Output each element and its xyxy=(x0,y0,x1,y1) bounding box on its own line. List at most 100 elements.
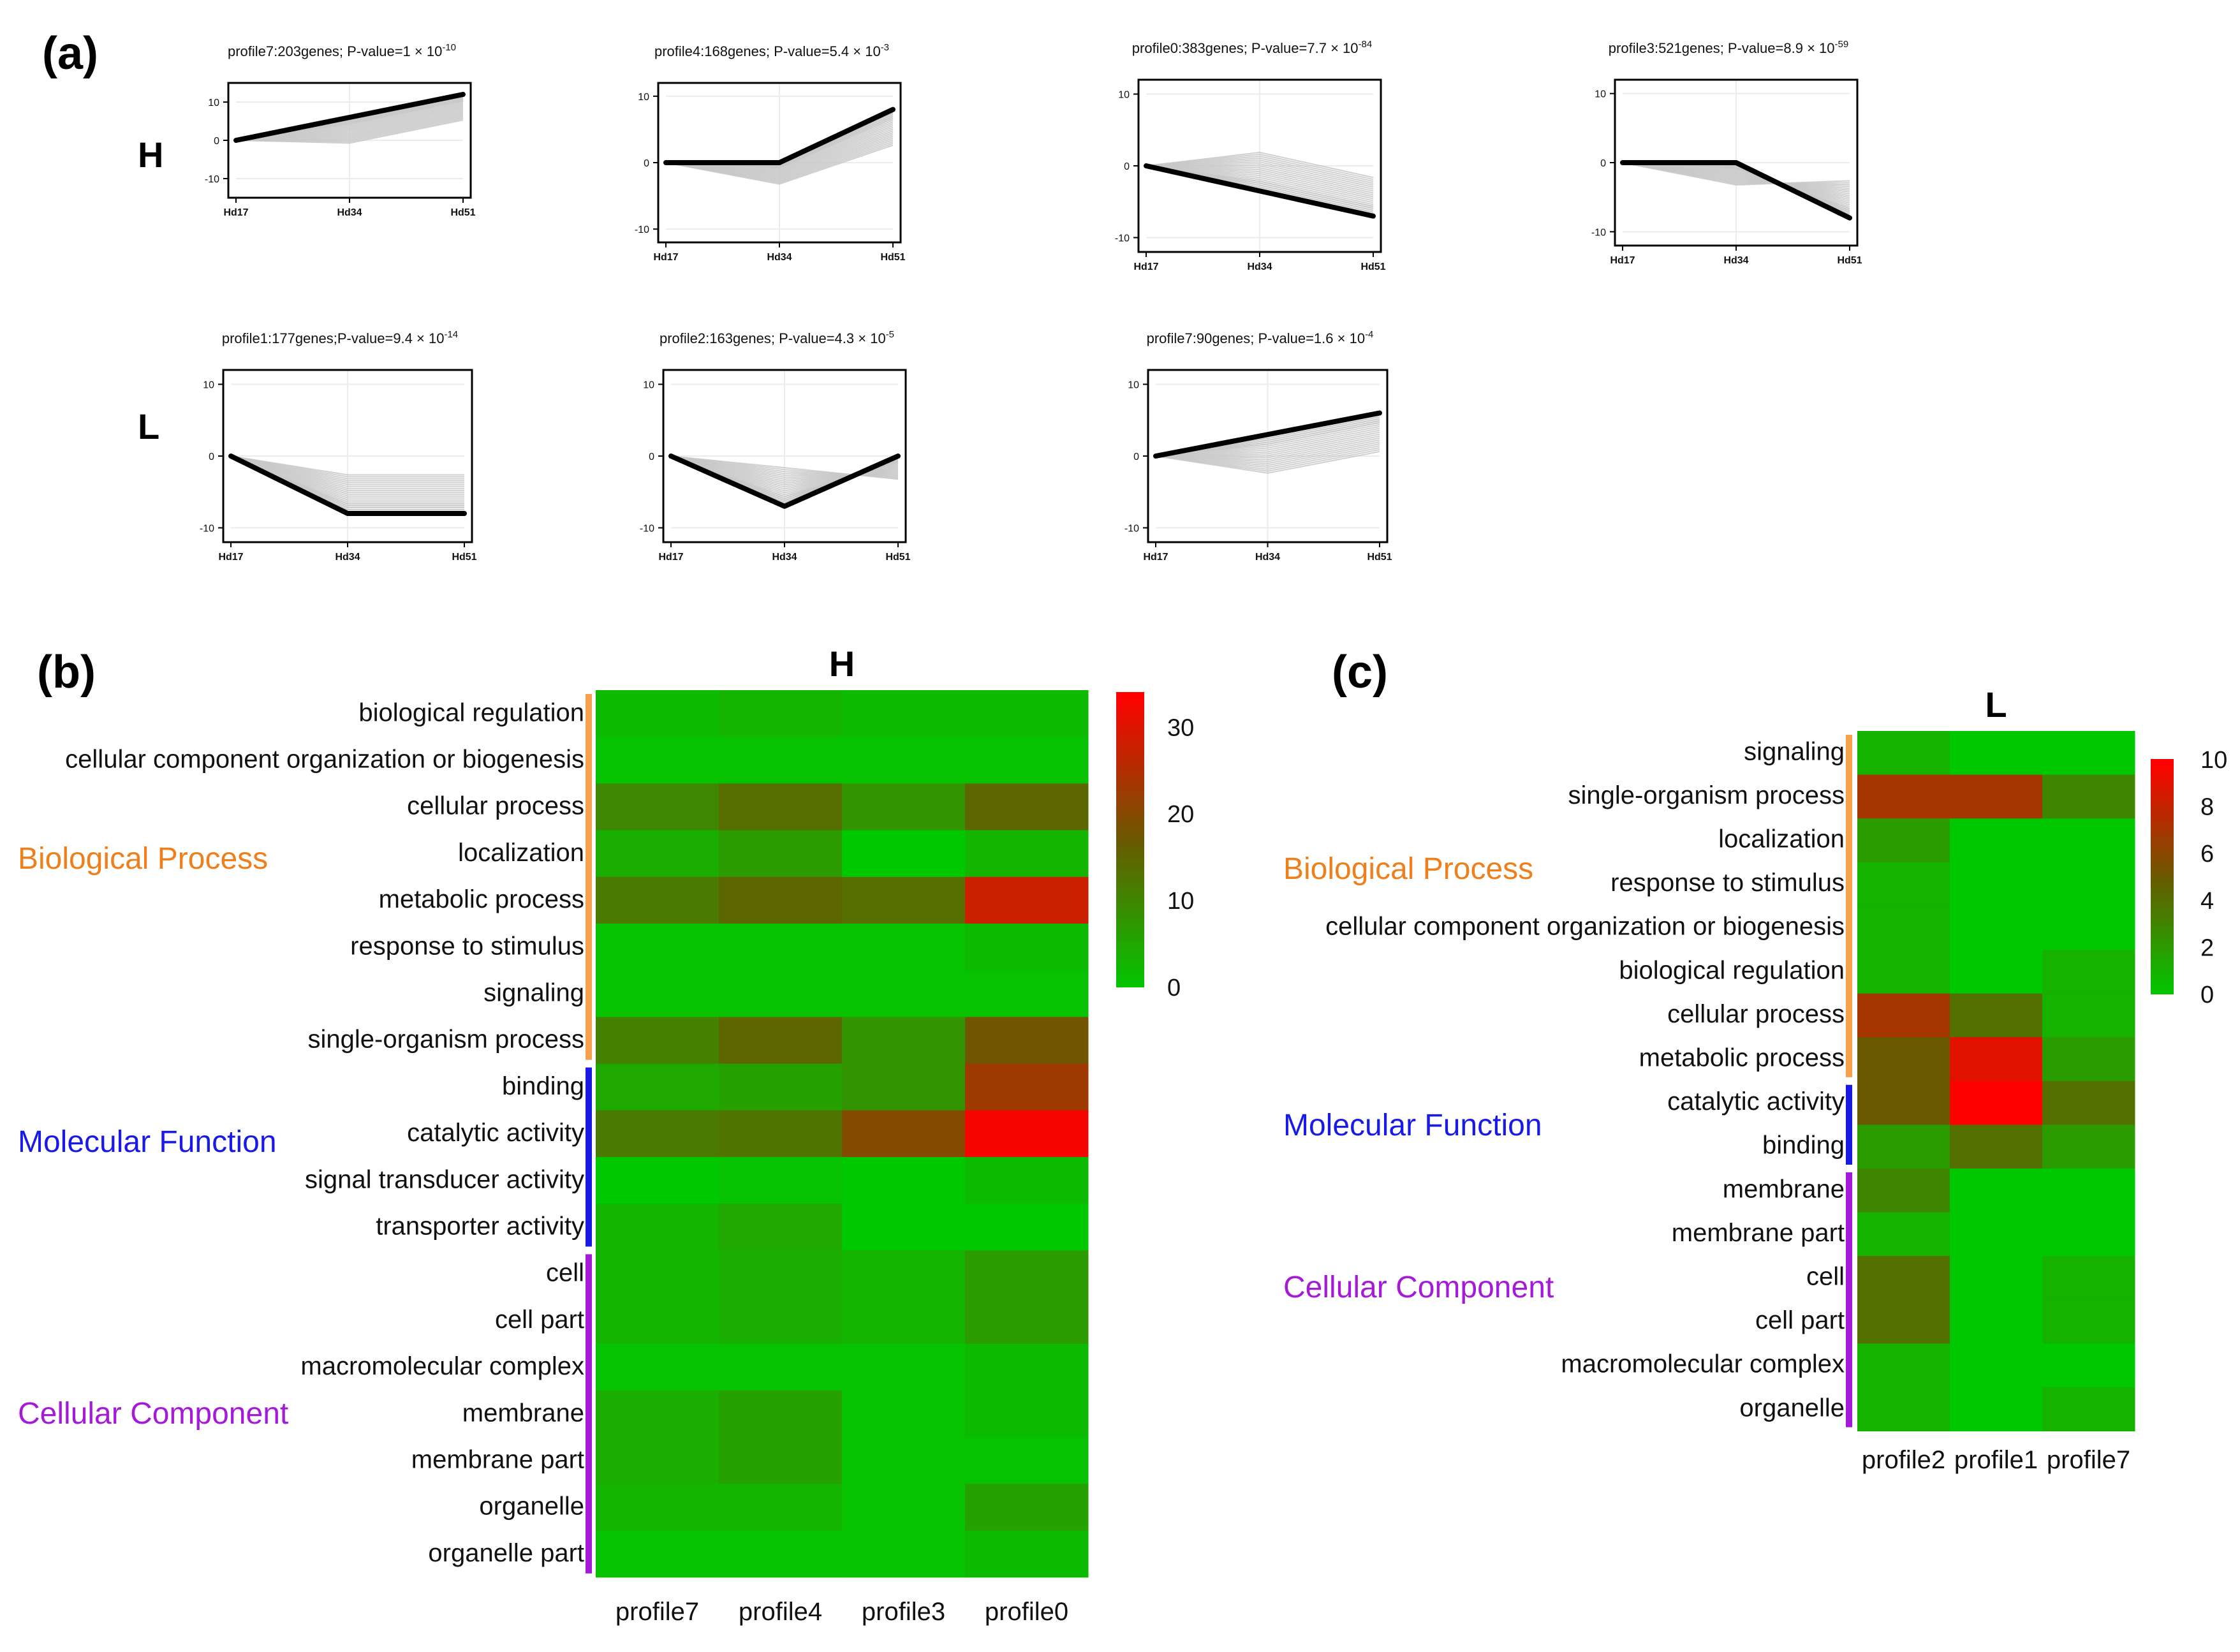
heatmap-cell xyxy=(965,1297,1089,1345)
y-tick-label: -10 xyxy=(1115,233,1130,244)
colorbar-segment xyxy=(2151,880,2174,885)
heatmap-cell xyxy=(1950,1343,2043,1388)
heatmap-cell xyxy=(1950,862,2043,906)
colorbar-segment xyxy=(1116,785,1144,791)
colorbar-tick-label: 8 xyxy=(2200,794,2214,821)
profile-chart-L-profile7: profile7:90genes; P-value=1.6 × 10-4 10 0 -… xyxy=(1124,329,1392,563)
go-term-label: cell xyxy=(1806,1262,1845,1290)
colorbar-segment xyxy=(2151,857,2174,862)
colorbar-segment xyxy=(2151,763,2174,768)
heatmap-cell xyxy=(965,876,1089,924)
colorbar-segment xyxy=(1116,878,1144,885)
colorbar-segment xyxy=(1116,844,1144,850)
column-label: profile4 xyxy=(739,1598,822,1626)
colorbar-segment xyxy=(2151,943,2174,948)
colorbar-segment xyxy=(1116,726,1144,732)
gene-trajectory xyxy=(1155,427,1380,457)
colorbar-segment xyxy=(1116,942,1144,948)
colorbar-segment xyxy=(2151,947,2174,952)
x-tick-label: Hd51 xyxy=(450,207,475,218)
gene-trajectory xyxy=(1155,425,1380,457)
colorbar-segment xyxy=(1116,898,1144,904)
gene-trajectory xyxy=(1146,165,1374,198)
colorbar-segment xyxy=(1116,977,1144,983)
heatmap-cell xyxy=(596,1250,719,1298)
x-tick-label: Hd34 xyxy=(772,552,797,563)
gene-trajectory xyxy=(1155,443,1380,466)
heatmap-cell xyxy=(596,1484,719,1531)
category-bracket xyxy=(1846,735,1852,1077)
y-tick-label: 10 xyxy=(203,380,214,391)
heatmap-cell xyxy=(965,1157,1089,1204)
colorbar-segment xyxy=(1116,760,1144,767)
colorbar-segment xyxy=(1116,795,1144,801)
colorbar-tick-label: 10 xyxy=(2200,747,2227,774)
colorbar-segment xyxy=(2151,958,2174,963)
heatmap-cell xyxy=(965,1390,1089,1438)
colorbar-segment xyxy=(2151,989,2174,994)
colorbar-segment xyxy=(1116,692,1144,698)
heatmap-cell xyxy=(1950,993,2043,1038)
heatmap-cell xyxy=(965,1017,1089,1065)
colorbar-segment xyxy=(2151,798,2174,803)
heatmap-cell xyxy=(965,1437,1089,1484)
heatmap-cell xyxy=(842,1530,966,1578)
colorbar-segment xyxy=(1116,824,1144,830)
colorbar-segment xyxy=(1116,889,1144,894)
profile-title: profile7:203genes; P-value=1 × 10-10 xyxy=(228,42,456,59)
heatmap-cell xyxy=(1857,731,1950,776)
colorbar-segment xyxy=(2151,860,2174,866)
gene-trajectory xyxy=(1146,161,1374,188)
gene-trajectory xyxy=(1146,165,1374,192)
profile-title: profile2:163genes; P-value=4.3 × 10-5 xyxy=(659,329,894,346)
y-tick-label: 10 xyxy=(208,98,219,108)
colorbar-segment xyxy=(2151,872,2174,877)
colorbar-segment xyxy=(1116,697,1144,703)
heatmap-cell xyxy=(2042,906,2135,950)
heatmap-cell xyxy=(965,1063,1089,1111)
gene-trajectory xyxy=(1146,165,1374,203)
heatmap-cell xyxy=(596,924,719,971)
colorbar-segment xyxy=(2151,759,2174,764)
heatmap-cell xyxy=(1950,950,2043,994)
go-term-label: cellular process xyxy=(407,792,584,820)
gene-trajectory xyxy=(1155,422,1380,457)
heatmap-cell xyxy=(1857,1125,1950,1169)
heatmap-cell xyxy=(965,1343,1089,1391)
go-term-label: cell part xyxy=(495,1306,584,1334)
colorbar-segment xyxy=(2151,778,2174,783)
profile-title-text: profile1:177genes;P-value=9.4 × 10 xyxy=(222,330,445,346)
gene-trajectory xyxy=(1155,429,1380,457)
column-label: profile1 xyxy=(1954,1446,2038,1474)
gene-trajectory xyxy=(1146,157,1374,184)
heatmap-cell xyxy=(842,876,966,924)
go-term-label: single-organism process xyxy=(1568,781,1845,809)
heatmap-cell xyxy=(965,924,1089,971)
heatmap-cell xyxy=(842,1157,966,1204)
y-tick-label: 10 xyxy=(1118,90,1130,101)
heatmap-cell xyxy=(1857,1037,1950,1082)
colorbar-segment xyxy=(2151,985,2174,991)
colorbar-tick-label: 2 xyxy=(2200,934,2214,961)
heatmap-cell xyxy=(596,1297,719,1345)
heatmap-cell xyxy=(965,1204,1089,1251)
heatmap-cell xyxy=(719,1157,843,1204)
heatmap-cell xyxy=(1857,774,1950,819)
profile-trend-line xyxy=(233,92,466,143)
y-tick-label: 0 xyxy=(1600,158,1606,169)
profile-trend-line xyxy=(1153,410,1382,459)
heatmap-cell xyxy=(1857,993,1950,1038)
heatmap-cell xyxy=(2042,1125,2135,1169)
profile-title-exponent: -4 xyxy=(1365,329,1373,340)
heatmap-cell xyxy=(1950,906,2043,950)
heatmap-cell xyxy=(2042,731,2135,776)
colorbar-segment xyxy=(2151,767,2174,772)
go-term-label: binding xyxy=(1762,1132,1845,1160)
colorbar: 10 8 6 4 2 0 xyxy=(2151,747,2227,1008)
heatmap-cell xyxy=(1857,906,1950,950)
colorbar-segment xyxy=(1116,869,1144,874)
gene-trajectory xyxy=(235,119,464,144)
colorbar-segment xyxy=(1116,859,1144,865)
colorbar-segment xyxy=(1116,751,1144,757)
colorbar-segment xyxy=(1116,903,1144,909)
